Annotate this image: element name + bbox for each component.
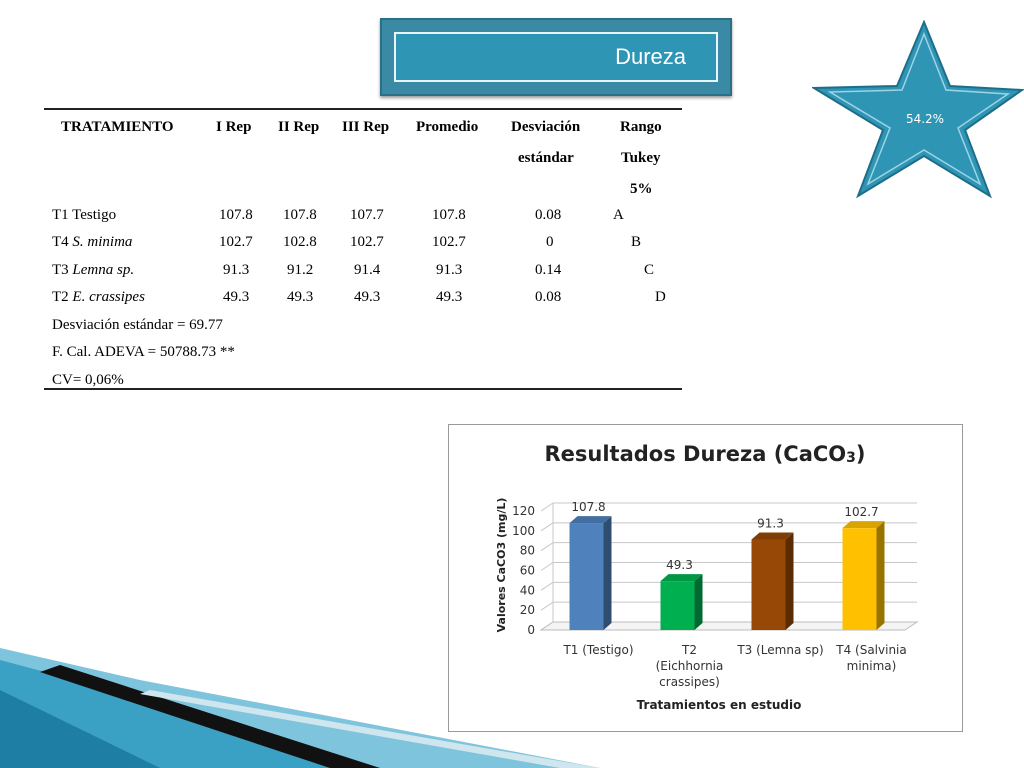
star-badge: [812, 20, 1024, 199]
bar: [751, 539, 786, 630]
row3-desviacion: 0.14: [535, 262, 562, 278]
bar: [842, 528, 877, 630]
bar-side: [876, 521, 885, 630]
row4-desviacion: 0.08: [535, 289, 562, 305]
x-tick-label: T3 (Lemna sp): [736, 643, 823, 657]
x-tick-label: T4 (Salvinia: [835, 643, 907, 657]
header-promedio: Promedio: [416, 119, 479, 135]
footer-cv: CV= 0,06%: [52, 372, 124, 388]
row3-promedio: 91.3: [436, 262, 463, 278]
star-value: 54.2%: [905, 112, 945, 126]
x-tick-label: (Eichhornia: [656, 659, 724, 673]
header-rango-line3: 5%: [630, 181, 653, 197]
table-top-rule: [44, 108, 682, 110]
row1-rep1: 107.8: [219, 207, 253, 223]
header-desviacion-line2: estándar: [518, 150, 574, 166]
header-rep1: I Rep: [216, 119, 252, 135]
row3-treatment: T3 Lemna sp.: [52, 262, 135, 278]
header-rango-line1: Rango: [620, 119, 662, 135]
data-label: 107.8: [571, 500, 605, 514]
row2-promedio: 102.7: [432, 234, 466, 250]
gridline-side: [540, 601, 554, 611]
row1-desviacion: 0.08: [535, 207, 562, 223]
gridline-side: [540, 562, 554, 571]
row1-rep2: 107.8: [283, 207, 317, 223]
row4-rep1: 49.3: [223, 289, 250, 305]
bar: [660, 581, 695, 630]
footer-desviacion: Desviación estándar = 69.77: [52, 317, 223, 333]
bar-top: [842, 521, 885, 529]
row2-treatment: T4 S. minima: [52, 234, 133, 250]
data-label: 102.7: [844, 505, 878, 519]
row2-rango: B: [631, 234, 642, 250]
bar-side: [603, 516, 612, 630]
row2-rep1: 102.7: [219, 234, 253, 250]
chart-y-axis-label: Valores CaCO3 (mg/L): [495, 498, 508, 633]
header-rep2: II Rep: [278, 119, 320, 135]
bar: [569, 523, 604, 630]
bar-chart: Resultados Dureza (CaCO3) Valores CaCO3 …: [495, 442, 919, 712]
header-rep3: III Rep: [342, 119, 390, 135]
row4-rango: D: [655, 289, 666, 305]
row2-desviacion: 0: [546, 234, 554, 250]
row4-promedio: 49.3: [436, 289, 463, 305]
y-tick-label: 80: [520, 544, 535, 558]
y-tick-label: 100: [512, 524, 535, 538]
x-tick-label: T2: [681, 643, 697, 657]
row3-rep2: 91.2: [287, 262, 314, 278]
row3-rango: C: [644, 262, 655, 278]
row4-rep3: 49.3: [354, 289, 381, 305]
y-tick-label: 40: [520, 583, 535, 597]
row1-promedio: 107.8: [432, 207, 466, 223]
data-label: 49.3: [666, 558, 693, 572]
y-tick-label: 0: [527, 623, 535, 637]
y-tick-label: 60: [520, 564, 535, 578]
bar-top: [569, 516, 612, 524]
data-label: 91.3: [757, 516, 784, 530]
header-desviacion-line1: Desviación: [511, 119, 581, 135]
gridline-side: [540, 502, 554, 512]
bar-top: [751, 532, 794, 540]
x-tick-label: T1 (Testigo): [562, 643, 633, 657]
gridline-side: [540, 522, 554, 532]
slide-title: Dureza: [615, 44, 686, 69]
chart-title: Resultados Dureza (CaCO3): [544, 442, 865, 466]
row3-rep1: 91.3: [223, 262, 250, 278]
table-bottom-rule: [44, 388, 682, 390]
header-rango-line2: Tukey: [621, 150, 661, 166]
row2-rep2: 102.8: [283, 234, 317, 250]
gridline-side: [540, 542, 554, 552]
chart-x-axis-label: Tratamientos en estudio: [637, 698, 802, 712]
x-tick-label: crassipes): [659, 675, 720, 689]
bar-side: [785, 532, 794, 630]
row1-rep3: 107.7: [350, 207, 384, 223]
row1-rango: A: [613, 207, 624, 223]
slide-title-box: Dureza: [380, 18, 732, 96]
bar-side: [694, 574, 703, 630]
row3-rep3: 91.4: [354, 262, 381, 278]
y-tick-label: 20: [520, 603, 535, 617]
bar-top: [660, 574, 703, 582]
footer-fcal: F. Cal. ADEVA = 50788.73 **: [52, 344, 235, 360]
gridline-side: [540, 581, 554, 591]
chart-frame: Resultados Dureza (CaCO3) Valores CaCO3 …: [448, 424, 963, 732]
row4-rep2: 49.3: [287, 289, 314, 305]
y-tick-label: 120: [512, 504, 535, 518]
row2-rep3: 102.7: [350, 234, 384, 250]
header-tratamiento: TRATAMIENTO: [61, 119, 174, 135]
row1-treatment: T1 Testigo: [52, 207, 117, 223]
x-tick-label: minima): [847, 659, 897, 673]
row4-treatment: T2 E. crassipes: [52, 289, 145, 305]
